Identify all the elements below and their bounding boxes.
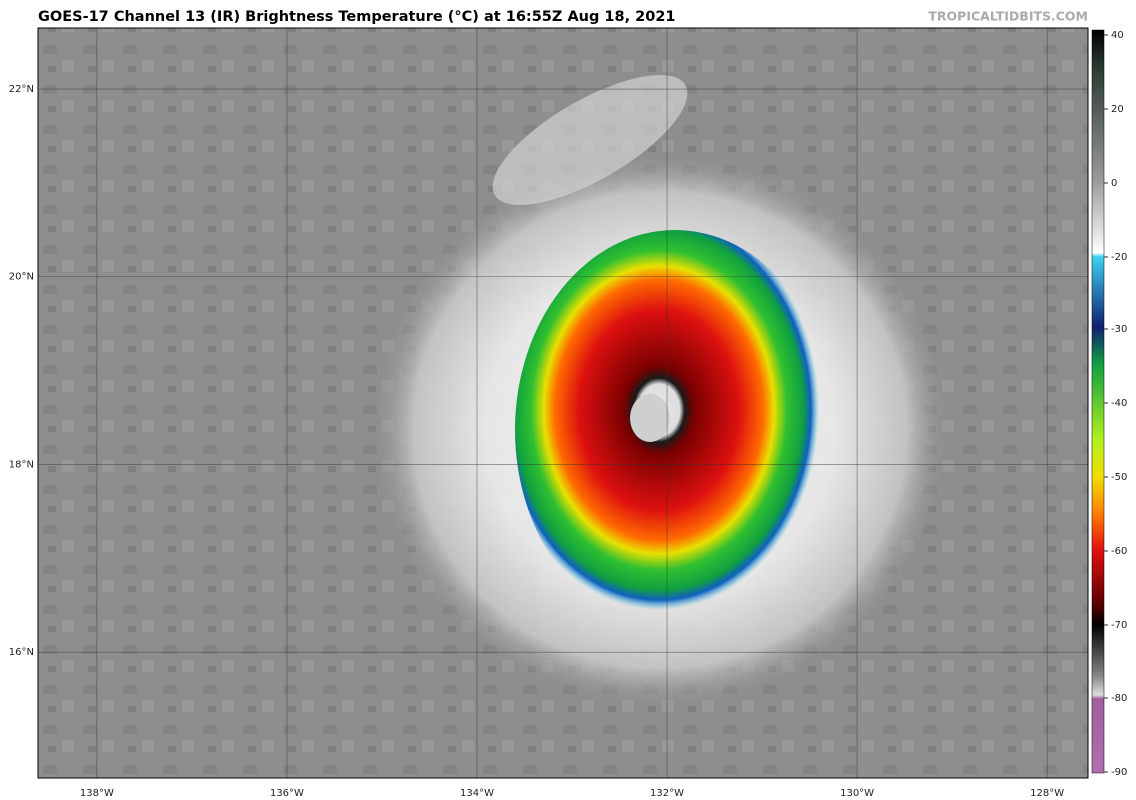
lon-label: 136°W bbox=[270, 788, 304, 799]
title: GOES-17 Channel 13 (IR) Brightness Tempe… bbox=[38, 9, 676, 25]
colorbar bbox=[1091, 29, 1105, 774]
colorbar-label: -60 bbox=[1111, 546, 1127, 557]
colorbar-label: 0 bbox=[1111, 178, 1117, 189]
colorbar-label: -30 bbox=[1111, 324, 1127, 335]
colorbar-label: 20 bbox=[1111, 104, 1124, 115]
colorbar-label: -20 bbox=[1111, 252, 1127, 263]
watermark: TROPICALTIDBITS.COM bbox=[928, 9, 1088, 24]
satellite-image bbox=[38, 28, 1088, 778]
lon-label: 134°W bbox=[460, 788, 494, 799]
lat-label: 20°N bbox=[9, 272, 34, 283]
lat-label: 18°N bbox=[9, 459, 34, 470]
colorbar-label: -50 bbox=[1111, 472, 1127, 483]
lon-label: 138°W bbox=[80, 788, 114, 799]
colorbar-label: -80 bbox=[1111, 693, 1127, 704]
lat-label: 16°N bbox=[9, 647, 34, 658]
graticule bbox=[38, 28, 1088, 778]
lon-label: 130°W bbox=[840, 788, 874, 799]
colorbar-label: 40 bbox=[1111, 30, 1124, 41]
colorbar-label: -40 bbox=[1111, 398, 1127, 409]
colorbar-label: -90 bbox=[1111, 767, 1127, 778]
map-frame bbox=[37, 27, 1089, 779]
lat-label: 22°N bbox=[9, 84, 34, 95]
colorbar-label: -70 bbox=[1111, 620, 1127, 631]
lon-label: 132°W bbox=[650, 788, 684, 799]
lon-label: 128°W bbox=[1030, 788, 1064, 799]
